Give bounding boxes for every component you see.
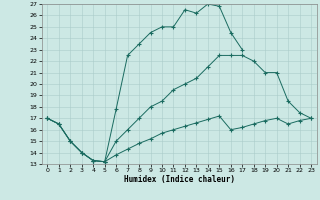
X-axis label: Humidex (Indice chaleur): Humidex (Indice chaleur) bbox=[124, 175, 235, 184]
